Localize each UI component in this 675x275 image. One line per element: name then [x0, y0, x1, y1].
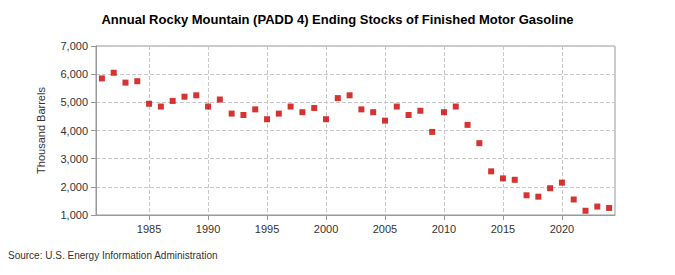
svg-text:2000: 2000: [314, 223, 338, 235]
svg-text:1985: 1985: [137, 223, 161, 235]
svg-text:3,000: 3,000: [60, 153, 88, 165]
svg-text:4,000: 4,000: [60, 125, 88, 137]
svg-text:Thousand Barrels: Thousand Barrels: [35, 87, 47, 174]
svg-text:6,000: 6,000: [60, 68, 88, 80]
svg-text:7,000: 7,000: [60, 40, 88, 52]
svg-text:2,000: 2,000: [60, 181, 88, 193]
svg-text:2020: 2020: [550, 223, 574, 235]
svg-text:Source: U.S. Energy Informatio: Source: U.S. Energy Information Administ…: [8, 250, 218, 261]
svg-text:2015: 2015: [491, 223, 515, 235]
svg-text:1,000: 1,000: [60, 209, 88, 221]
svg-text:1995: 1995: [255, 223, 279, 235]
svg-text:5,000: 5,000: [60, 96, 88, 108]
svg-text:2005: 2005: [373, 223, 397, 235]
svg-text:Annual Rocky Mountain (PADD 4): Annual Rocky Mountain (PADD 4) Ending St…: [101, 12, 573, 27]
svg-text:2010: 2010: [432, 223, 456, 235]
svg-text:1990: 1990: [196, 223, 220, 235]
